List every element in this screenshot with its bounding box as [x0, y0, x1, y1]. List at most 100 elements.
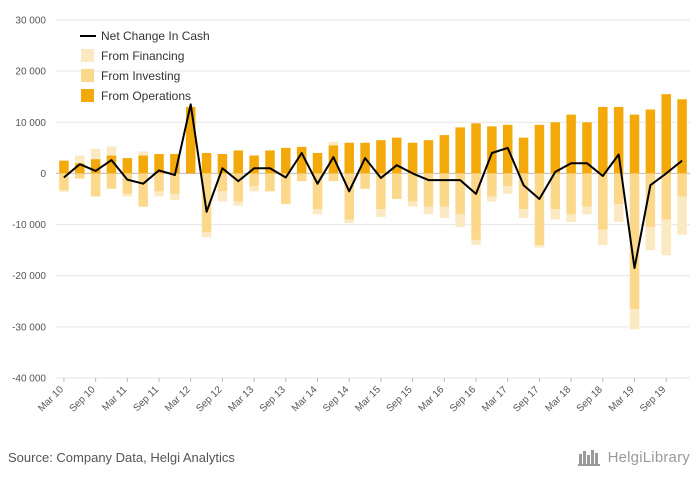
from-investing-bar[interactable]	[423, 173, 434, 207]
from-operations-bar[interactable]	[249, 155, 259, 174]
from-operations-bar[interactable]	[59, 160, 69, 174]
from-financing-bar[interactable]	[59, 190, 69, 192]
from-investing-bar[interactable]	[360, 173, 370, 189]
net-change-line[interactable]	[63, 103, 683, 269]
from-financing-bar[interactable]	[106, 146, 117, 156]
from-financing-bar[interactable]	[249, 186, 259, 192]
brand-logo[interactable]: HelgiLibrary	[577, 448, 690, 466]
from-operations-bar[interactable]	[170, 153, 180, 174]
from-financing-bar[interactable]	[534, 245, 545, 248]
from-operations-bar[interactable]	[423, 140, 434, 174]
from-investing-bar[interactable]	[154, 173, 164, 192]
from-financing-bar[interactable]	[407, 201, 418, 207]
from-financing-bar[interactable]	[661, 219, 671, 256]
from-investing-bar[interactable]	[439, 173, 450, 207]
from-financing-bar[interactable]	[90, 148, 101, 160]
from-financing-bar[interactable]	[233, 201, 244, 206]
from-operations-bar[interactable]	[296, 146, 307, 174]
from-financing-bar[interactable]	[138, 151, 148, 156]
from-operations-bar[interactable]	[217, 153, 228, 174]
from-investing-bar[interactable]	[376, 173, 386, 210]
from-financing-bar[interactable]	[518, 209, 529, 218]
from-investing-bar[interactable]	[566, 173, 576, 215]
from-investing-bar[interactable]	[75, 173, 85, 179]
from-investing-bar[interactable]	[265, 173, 275, 192]
from-financing-bar[interactable]	[471, 239, 481, 246]
from-operations-bar[interactable]	[566, 114, 576, 174]
from-operations-bar[interactable]	[455, 127, 465, 174]
from-operations-bar[interactable]	[613, 106, 624, 174]
from-financing-bar[interactable]	[613, 204, 624, 223]
from-investing-bar[interactable]	[59, 173, 69, 191]
from-operations-bar[interactable]	[550, 122, 561, 174]
from-investing-bar[interactable]	[233, 173, 244, 202]
from-investing-bar[interactable]	[661, 173, 671, 220]
from-operations-bar[interactable]	[439, 135, 450, 174]
from-financing-bar[interactable]	[487, 196, 497, 202]
from-operations-bar[interactable]	[629, 114, 640, 174]
from-financing-bar[interactable]	[122, 193, 133, 197]
from-financing-bar[interactable]	[170, 193, 180, 201]
from-financing-bar[interactable]	[550, 209, 561, 220]
from-operations-bar[interactable]	[281, 147, 291, 174]
from-operations-bar[interactable]	[534, 124, 545, 174]
from-investing-bar[interactable]	[582, 173, 592, 207]
from-investing-bar[interactable]	[90, 173, 101, 197]
from-operations-bar[interactable]	[138, 155, 148, 174]
from-investing-bar[interactable]	[122, 173, 133, 194]
legend[interactable]: Net Change In Cash From Financing From Inv…	[80, 29, 210, 103]
from-investing-bar[interactable]	[598, 173, 608, 230]
from-financing-bar[interactable]	[629, 308, 640, 330]
from-operations-bar[interactable]	[122, 158, 133, 174]
from-financing-bar[interactable]	[312, 209, 323, 215]
from-investing-bar[interactable]	[534, 173, 545, 246]
from-investing-bar[interactable]	[613, 173, 624, 205]
from-investing-bar[interactable]	[170, 173, 180, 194]
from-financing-bar[interactable]	[455, 214, 465, 228]
legend-item[interactable]: Net Change In Cash	[80, 29, 210, 43]
from-operations-bar[interactable]	[106, 155, 117, 174]
from-investing-bar[interactable]	[201, 173, 212, 233]
from-investing-bar[interactable]	[645, 173, 656, 228]
from-operations-bar[interactable]	[487, 126, 497, 174]
from-financing-bar[interactable]	[201, 232, 212, 238]
from-operations-bar[interactable]	[185, 106, 196, 174]
from-operations-bar[interactable]	[645, 109, 656, 174]
from-financing-bar[interactable]	[75, 155, 85, 164]
from-operations-bar[interactable]	[392, 137, 402, 174]
from-investing-bar[interactable]	[502, 173, 513, 187]
from-financing-bar[interactable]	[645, 227, 656, 251]
from-investing-bar[interactable]	[138, 173, 148, 207]
from-operations-bar[interactable]	[582, 122, 592, 174]
from-operations-bar[interactable]	[312, 152, 323, 174]
from-financing-bar[interactable]	[566, 214, 576, 223]
from-financing-bar[interactable]	[376, 209, 386, 217]
from-operations-bar[interactable]	[344, 142, 354, 174]
from-investing-bar[interactable]	[518, 173, 529, 210]
from-investing-bar[interactable]	[106, 173, 117, 189]
from-operations-bar[interactable]	[471, 123, 481, 174]
from-financing-bar[interactable]	[217, 191, 228, 202]
from-financing-bar[interactable]	[582, 206, 592, 215]
from-operations-bar[interactable]	[201, 152, 212, 174]
from-operations-bar[interactable]	[376, 140, 386, 174]
from-investing-bar[interactable]	[550, 173, 561, 210]
from-operations-bar[interactable]	[75, 163, 85, 174]
from-investing-bar[interactable]	[312, 173, 323, 210]
legend-item[interactable]: From Operations	[81, 89, 191, 103]
from-financing-bar[interactable]	[423, 206, 434, 215]
from-operations-bar[interactable]	[518, 137, 529, 174]
from-financing-bar[interactable]	[439, 206, 450, 218]
legend-item[interactable]: From Investing	[81, 69, 180, 83]
from-financing-bar[interactable]	[502, 186, 513, 194]
from-operations-bar[interactable]	[598, 106, 608, 174]
from-investing-bar[interactable]	[455, 173, 465, 215]
from-investing-bar[interactable]	[487, 173, 497, 197]
from-operations-bar[interactable]	[677, 99, 687, 174]
from-operations-bar[interactable]	[154, 153, 164, 174]
from-operations-bar[interactable]	[661, 94, 671, 174]
legend-item[interactable]: From Financing	[81, 49, 184, 63]
from-operations-bar[interactable]	[90, 159, 101, 174]
from-investing-bar[interactable]	[296, 173, 307, 182]
from-investing-bar[interactable]	[629, 173, 640, 309]
